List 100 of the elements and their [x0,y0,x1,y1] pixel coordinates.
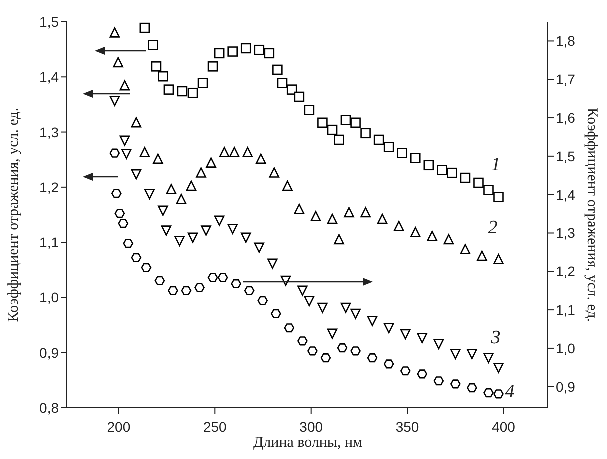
point [377,214,388,224]
point [494,390,504,399]
point [140,22,150,34]
y2-tick-label: 1,0 [556,340,576,356]
point [177,86,188,97]
point [367,354,378,363]
point [417,333,428,344]
point [188,88,198,98]
point [417,370,428,379]
point [384,323,394,334]
point [350,308,361,320]
point [240,232,252,244]
point [467,383,478,393]
point [410,227,421,238]
point [168,286,178,296]
point [244,286,255,296]
point [208,273,218,282]
annotation: 3 [490,328,501,348]
y-tick-label: 1,2 [40,179,60,196]
point [113,57,124,68]
x-tick-label: 400 [492,418,516,435]
x-tick-label: 300 [300,418,324,435]
y2-tick-label: 0,9 [556,378,576,395]
point [394,221,404,232]
point [327,214,338,224]
point [410,153,421,164]
point [264,48,275,59]
point [269,168,280,178]
point [123,239,134,248]
point [110,96,120,106]
point [350,118,361,128]
point [437,165,448,176]
y2-tick-label: 1,7 [556,72,576,88]
point [131,117,142,128]
annotation: 1 [491,154,501,176]
point [286,84,298,95]
point [176,194,187,204]
point [154,276,166,286]
point [484,388,494,398]
point [360,207,371,218]
y2-tick-label: 1,5 [556,148,576,164]
point [208,62,218,72]
point [434,339,444,350]
point [196,168,206,178]
point [240,43,252,54]
point [298,286,308,296]
point [153,154,164,164]
point [400,329,411,340]
x-tick-label: 200 [107,418,131,435]
point [201,226,212,236]
point [164,84,174,95]
point [304,296,315,307]
point [384,360,394,369]
point [367,316,378,326]
point [161,226,172,236]
y-tick-label: 0,8 [40,400,60,416]
point [294,92,305,102]
point [214,48,225,59]
y-tick-label: 1,3 [40,124,60,140]
point [254,242,265,254]
y2-tick-label: 1,8 [556,33,576,50]
point [256,154,266,164]
point [308,346,318,356]
point [340,302,352,314]
point [400,366,411,376]
point [282,180,293,192]
point [344,207,354,218]
point [494,192,504,203]
point [318,118,328,128]
point [174,236,185,246]
point [121,148,132,160]
point [131,253,142,262]
point [447,168,458,178]
x-tick-label: 250 [203,418,228,435]
point [270,309,282,318]
y2-tick-label: 1,1 [556,302,576,318]
point [384,142,394,152]
point [242,147,254,158]
point [151,62,162,72]
point [254,44,265,56]
point [494,254,504,264]
point [334,134,344,146]
point [427,231,438,242]
x-tick-label: 350 [396,418,420,435]
x-axis-title: Длина волны, нм [253,435,364,451]
point [219,147,230,158]
point [144,189,155,200]
y2-tick-label: 1,6 [556,110,576,126]
point [494,362,504,374]
point [114,209,126,218]
point [158,206,168,216]
point [277,78,288,88]
y-tick-label: 0,9 [40,344,60,361]
point [294,204,305,214]
y2-axis-title: Коэффициент отражения, усл. ед. [584,108,600,322]
point [310,211,322,222]
point [218,273,228,282]
y-tick-label: 1,0 [40,290,60,306]
point [194,283,205,292]
point [268,258,278,270]
